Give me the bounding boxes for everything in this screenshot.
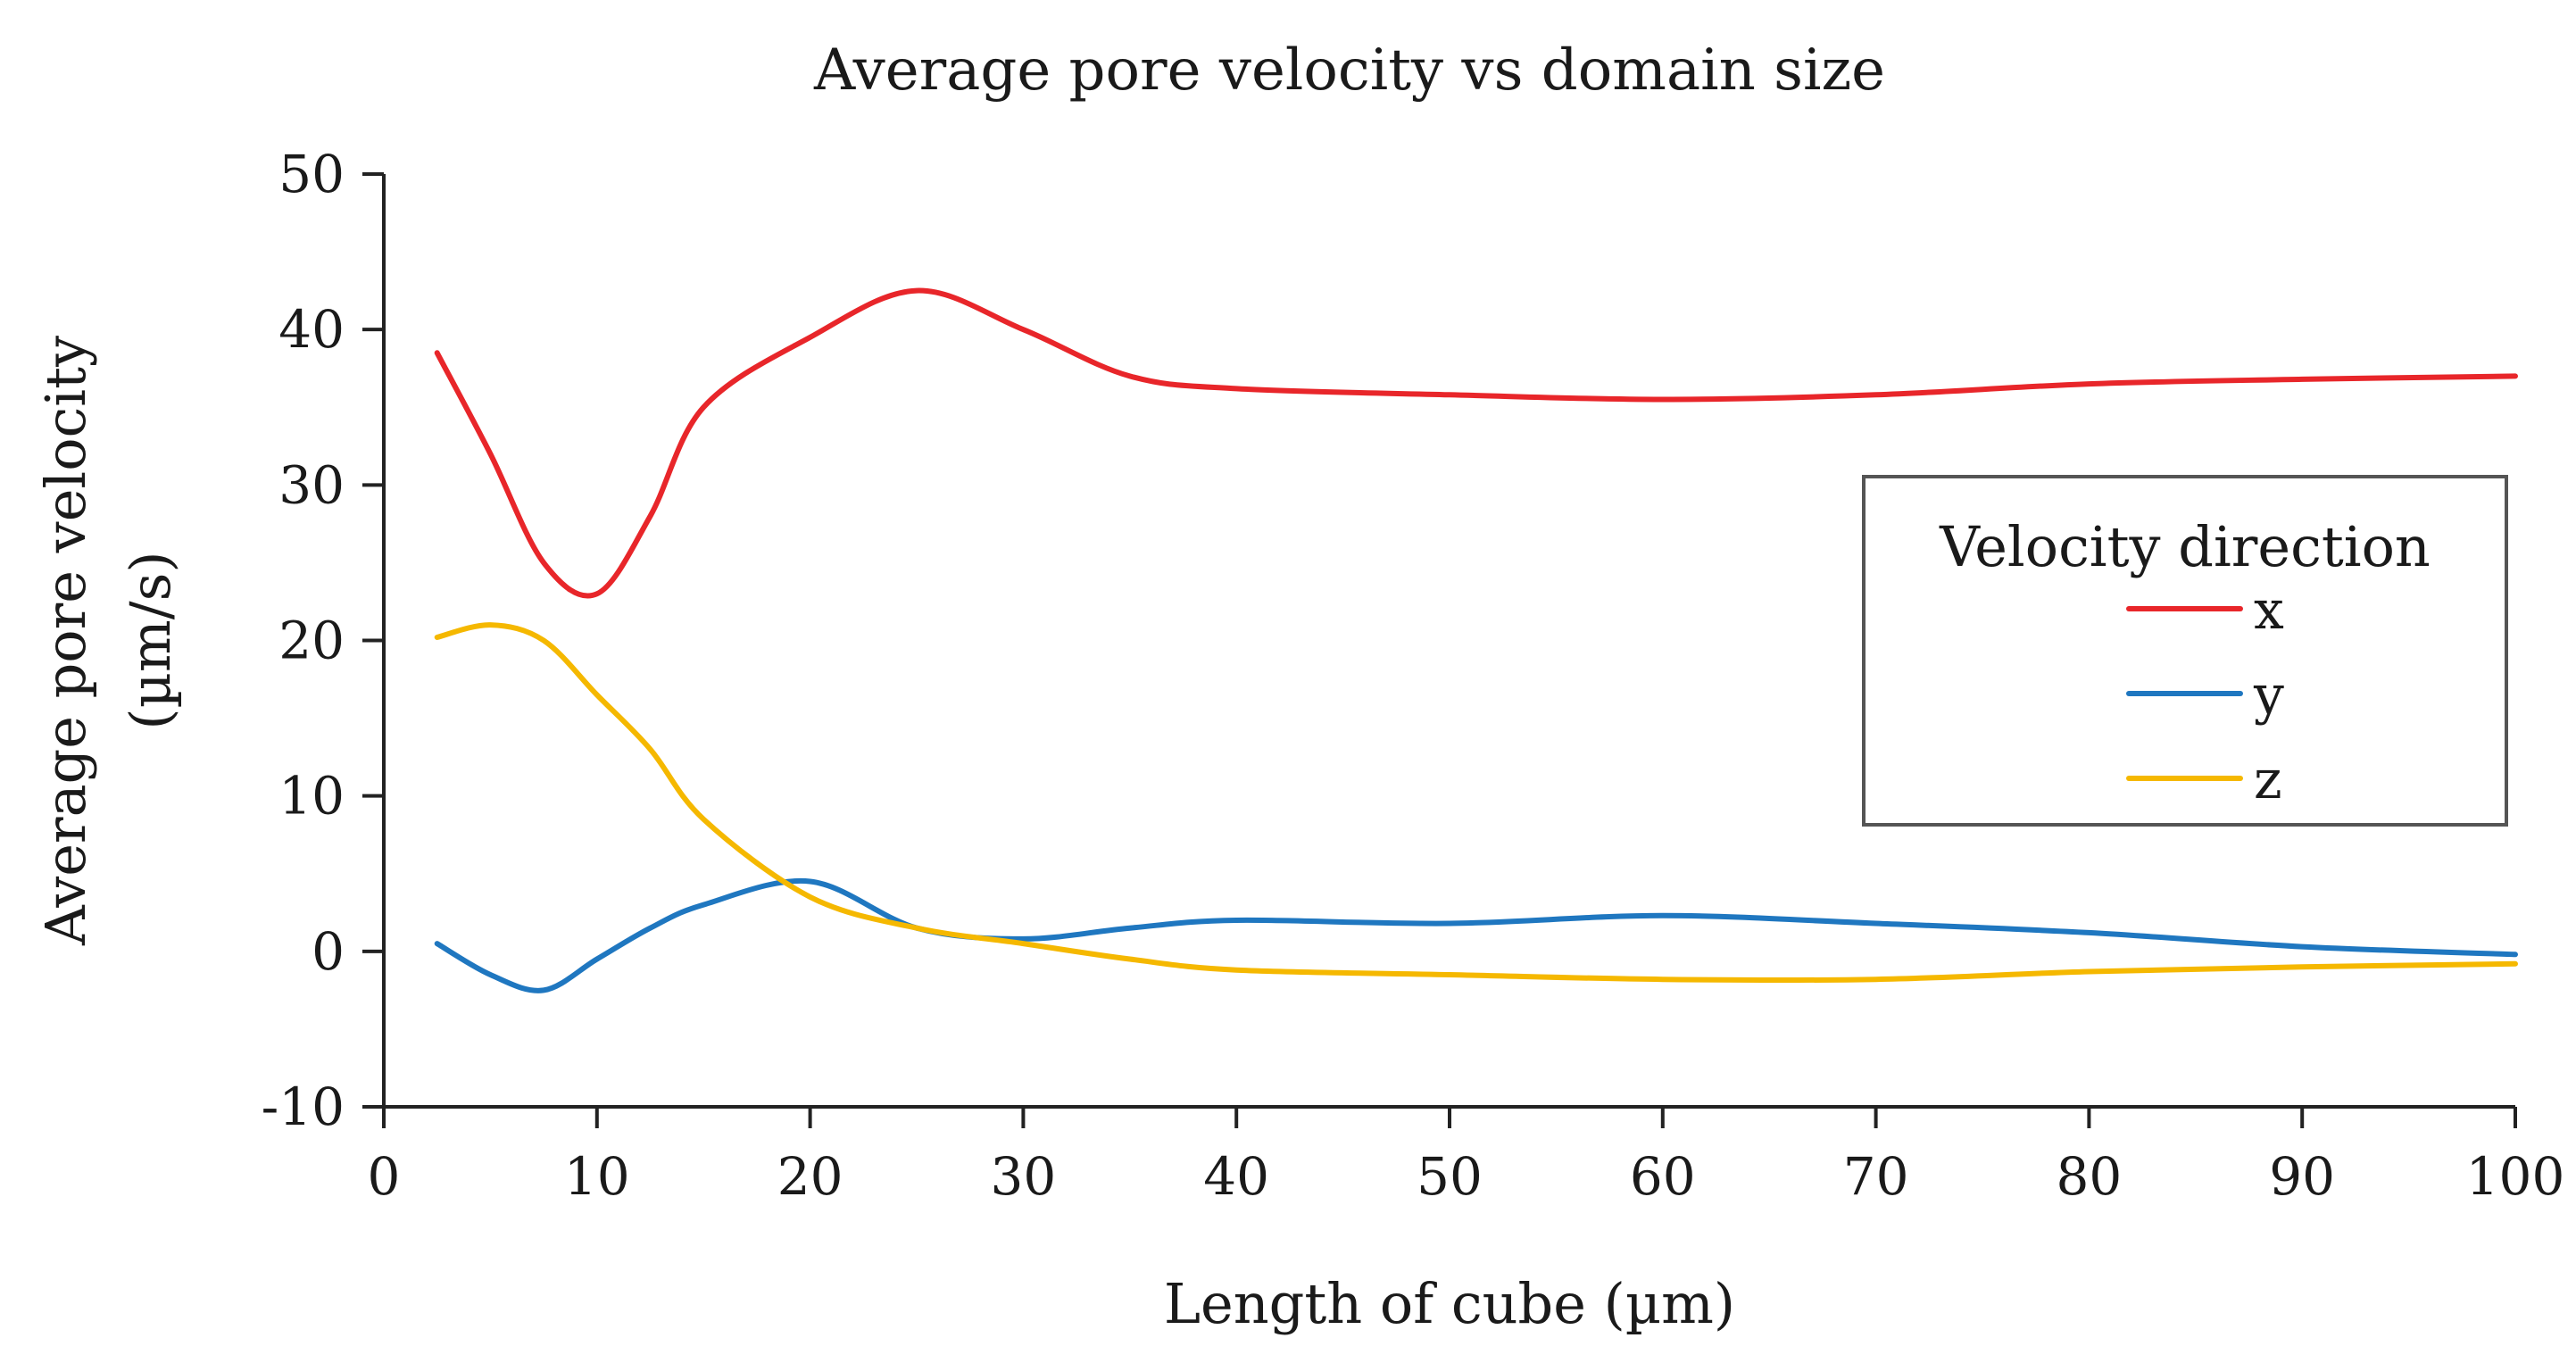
legend-title: Velocity direction bbox=[1939, 514, 2431, 579]
series-line-y bbox=[434, 877, 2518, 993]
x-tick-label: 60 bbox=[1630, 1146, 1696, 1207]
legend-label-z: z bbox=[2254, 749, 2282, 811]
series-line-z bbox=[434, 622, 2518, 984]
y-tick-label: 0 bbox=[312, 921, 345, 982]
legend-label-y: y bbox=[2253, 664, 2284, 727]
x-tick-label: 40 bbox=[1203, 1146, 1269, 1207]
plot-area: -10 0 10 20 30 40 50 0 10 20 30 40 50 60 70 80 90 100 bbox=[262, 144, 2565, 1207]
x-tick-label: 90 bbox=[2269, 1146, 2335, 1207]
y-axis-label-line-2: (µm/s) bbox=[118, 551, 183, 729]
y-tick-label: 20 bbox=[278, 611, 345, 671]
legend-label-x: x bbox=[2254, 579, 2284, 642]
x-tick-label: 30 bbox=[990, 1146, 1056, 1207]
x-tick-label: 10 bbox=[564, 1146, 630, 1207]
x-tick-label: 80 bbox=[2056, 1146, 2122, 1207]
x-axis-ticks: 0 10 20 30 40 50 60 70 80 90 100 bbox=[368, 1107, 2565, 1207]
y-tick-label: -10 bbox=[262, 1076, 345, 1137]
x-axis-label: Length of cube (µm) bbox=[1164, 1271, 1735, 1336]
y-axis-ticks: -10 0 10 20 30 40 50 bbox=[262, 144, 384, 1137]
x-tick-label: 20 bbox=[777, 1146, 843, 1207]
x-tick-label: 50 bbox=[1417, 1146, 1483, 1207]
x-tick-label: 0 bbox=[368, 1146, 401, 1207]
y-axis-label-line-1: Average pore velocity bbox=[33, 336, 98, 946]
legend-items: xyz bbox=[2126, 579, 2284, 811]
legend-box bbox=[1862, 475, 2508, 827]
chart-title: Average pore velocity vs domain size bbox=[813, 37, 1885, 104]
y-tick-label: 40 bbox=[278, 299, 345, 360]
y-tick-label: 30 bbox=[278, 454, 345, 515]
legend: Velocity direction xyz bbox=[1862, 475, 2508, 827]
y-tick-label: 10 bbox=[278, 766, 345, 827]
x-tick-label: 100 bbox=[2466, 1146, 2565, 1207]
series-line-x bbox=[434, 287, 2518, 599]
y-tick-label: 50 bbox=[278, 144, 345, 204]
series-layer bbox=[434, 287, 2518, 993]
x-tick-label: 70 bbox=[1843, 1146, 1909, 1207]
y-axis-label: Average pore velocity (µm/s) bbox=[33, 336, 183, 946]
